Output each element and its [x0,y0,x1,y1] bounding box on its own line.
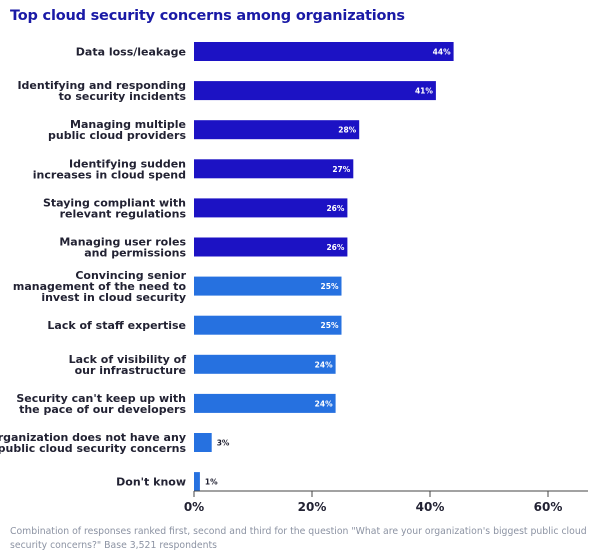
category-label-line: to security incidents [59,90,187,103]
category-label-line: and permissions [84,247,186,260]
category-label-line: Staying compliant with [43,196,186,209]
category-label-line: management of the need to [13,280,187,293]
data-label: 24% [315,360,333,369]
x-axis: 0% 20% 40% 60% [184,490,588,514]
category-label: Lack of staff expertise [47,319,186,332]
category-label: Convincing senior management of the need … [13,269,187,304]
x-tick-label: 60% [534,500,563,514]
data-label: 26% [326,243,344,252]
category-label-line: relevant regulations [60,207,187,220]
bar [194,159,354,179]
data-label: 44% [433,48,451,57]
bar [194,81,436,101]
data-label: 26% [326,204,344,213]
data-label: 28% [338,126,356,135]
bar [194,276,342,296]
data-label: 41% [415,87,433,96]
category-label: Data loss/leakage [76,46,186,59]
bar [194,315,342,335]
category-label: Staying compliant with relevant regulatio… [43,196,187,220]
data-label: 3% [217,439,230,448]
category-label-line: Don't know [116,476,186,489]
bar [194,237,348,257]
data-label: 1% [205,478,218,487]
footnote: Combination of responses ranked first, s… [10,526,587,551]
category-label-line: Identifying sudden [69,157,186,170]
x-tick-label: 20% [298,500,327,514]
x-tick-label: 40% [416,500,445,514]
bar [194,393,336,413]
data-label: 25% [321,282,339,291]
data-label: 24% [315,399,333,408]
category-label-line: invest in cloud security [41,291,186,304]
category-label-line: Lack of visibility of [69,353,187,366]
category-label-line: Security can't keep up with [16,392,186,405]
bars-layer: 44% 41% 28% 27% 26% 26% 25% 25% 24% 24% 3% 1% [194,42,454,492]
category-label: My organization does not have anypublic … [0,431,186,455]
category-labels: Data loss/leakage Identifying and respond… [0,46,187,489]
category-label: Don't know [116,476,186,489]
category-label: Managing multiple public cloud providers [48,118,186,142]
category-label-line: public cloud security concerns [0,442,186,455]
category-label-line: increases in cloud spend [33,168,186,181]
category-label-line: Managing user roles [59,236,186,249]
category-label-line: Lack of staff expertise [47,319,186,332]
category-label: Identifying sudden increases in cloud spe… [33,157,186,181]
category-label-line: Identifying and responding [17,79,186,92]
category-label-line: public cloud providers [48,129,186,142]
bar [194,354,336,374]
bar [194,120,360,140]
x-tick-label: 0% [184,500,204,514]
category-label-line: our infrastructure [75,364,186,377]
chart-title: Top cloud security concerns among organi… [10,8,405,24]
category-label: Identifying and responding to security in… [17,79,186,103]
category-label-line: Convincing senior [75,269,186,282]
category-label-line: My organization does not have any [0,431,186,444]
category-label: Security can't keep up with the pace of o… [16,392,186,416]
bar [194,42,454,61]
category-label-line: Managing multiple [70,118,186,131]
category-label-line: Data loss/leakage [76,46,186,59]
data-label: 27% [332,165,350,174]
data-label: 25% [321,321,339,330]
category-label: Lack of visibility of our infrastructure [69,353,187,377]
bar [194,433,212,452]
category-label-line: the pace of our developers [19,403,186,416]
bar [194,198,348,218]
bar [194,472,200,492]
category-label: Managing user roles and permissions [59,236,186,260]
